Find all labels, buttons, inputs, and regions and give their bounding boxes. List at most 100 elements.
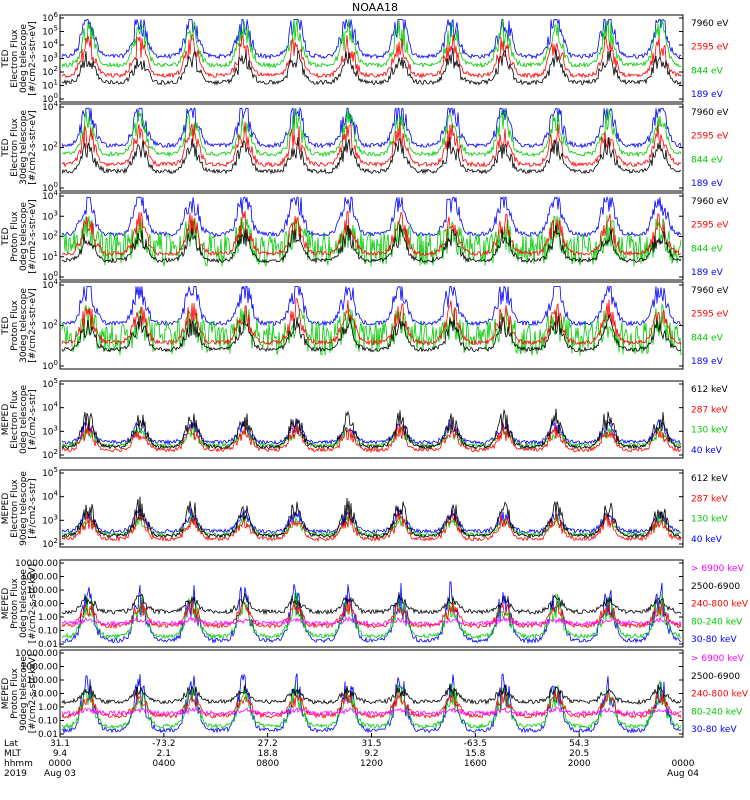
x-row-label: Lat: [4, 739, 19, 749]
x-tick-label: 1200: [360, 759, 383, 769]
x-tick-label: -73.2: [152, 739, 175, 749]
x-tick-label: Aug 03: [44, 769, 76, 779]
x-tick-label: 2.1: [157, 749, 171, 759]
legend-entry: 7960 eV: [691, 108, 729, 118]
legend-entry: > 6900 keV: [691, 564, 745, 574]
y-tick-label: 0.01: [38, 640, 58, 650]
y-tick-label: 1000.00: [21, 663, 58, 673]
panel-frame: [59, 469, 684, 548]
series-line-40-kev: [61, 506, 682, 535]
legend-entry: 189 eV: [691, 90, 724, 100]
x-row-label: hhmm: [4, 759, 33, 769]
legend-entry: 612 keV: [691, 385, 728, 395]
legend-entry: 7960 eV: [691, 286, 729, 296]
series-line-612-kev: [61, 408, 682, 451]
panel-frame: [59, 192, 684, 281]
y-axis-title: MEPEDProton Flux0deg telescope[#/cm2-s-s…: [1, 564, 38, 643]
legend-entry: 240-800 keV: [691, 690, 749, 700]
y-tick-label: 100.00: [27, 586, 59, 596]
x-tick-label: 20.5: [569, 749, 589, 759]
y-tick-label: 1.00: [38, 613, 58, 623]
series-line-2595-ev: [61, 33, 682, 79]
legend-entry: 287 keV: [691, 494, 728, 504]
legend-entry: 2595 eV: [691, 132, 729, 142]
x-tick-label: 1600: [464, 759, 487, 769]
series-line-189-ev: [61, 284, 682, 327]
series-line-7960-ev: [61, 137, 682, 175]
y-axis-title: TEDProton Flux0deg telescope[#/cm2-s-str…: [1, 199, 38, 274]
legend-entry: 40 keV: [691, 446, 723, 456]
series-line-2595-ev: [61, 298, 682, 346]
y-tick-label: 105: [42, 466, 58, 479]
y-tick-label: 102: [42, 65, 58, 78]
panel-frame: [59, 14, 684, 103]
series-line-130-kev: [61, 513, 682, 537]
panel-frame: [59, 281, 684, 370]
legend-entry: 844 eV: [691, 66, 724, 76]
legend-entry: 2595 eV: [691, 43, 729, 53]
series-line-844-ev: [61, 19, 681, 69]
y-axis-title: TEDElectron Flux0deg telescope[#/cm2-s-s…: [1, 21, 38, 96]
x-tick-label: 0400: [152, 759, 175, 769]
panel-frame: [59, 559, 684, 648]
series-line-189-ev: [62, 195, 682, 238]
panel-meped-p-0: 10000.00 1000.00 100.00 10.00 1.00 0.10 0.01ME…: [1, 559, 749, 650]
y-tick-label: 103: [42, 424, 58, 437]
y-tick-label: 0.10: [38, 627, 58, 637]
legend-entry: 30-80 keV: [691, 635, 737, 645]
y-tick-label: 102: [42, 141, 58, 154]
x-tick-label: 27.2: [258, 739, 278, 749]
series-line-80-240-kev: [61, 592, 681, 640]
y-tick-label: 102: [42, 448, 58, 461]
y-tick-label: 102: [42, 319, 58, 332]
y-tick-label: 101: [42, 79, 58, 92]
x-tick-label: 2000: [568, 759, 591, 769]
legend-entry: 80-240 keV: [691, 707, 743, 717]
y-tick-label: 0.01: [38, 730, 58, 740]
y-tick-label: 100.00: [27, 676, 59, 686]
legend-entry: 844 eV: [691, 244, 724, 254]
y-tick-label: 106: [42, 11, 58, 24]
x-tick-label: 31.1: [50, 739, 70, 749]
x-tick-label: 0800: [256, 759, 279, 769]
y-axis-title: MEPEDElectron Flux90deg telescope[#/cm2-…: [1, 471, 38, 546]
y-tick-label: 10000.00: [15, 559, 58, 569]
y-tick-label: 102: [42, 230, 58, 243]
x-row-label: 2019: [4, 769, 27, 779]
legend-entry: 612 keV: [691, 474, 728, 484]
legend-entry: 844 eV: [691, 333, 724, 343]
panel-frame: [59, 103, 684, 192]
y-tick-label: 105: [42, 25, 58, 38]
series-line--6900-kev: [61, 615, 682, 627]
legend-entry: 30-80 keV: [691, 725, 737, 735]
legend-entry: > 6900 keV: [691, 654, 745, 664]
series-line-612-kev: [61, 496, 682, 539]
y-tick-label: 103: [42, 513, 58, 526]
series-line-30-80-kev: [61, 581, 682, 645]
y-tick-label: 105: [42, 377, 58, 390]
plot-title: NOAA18: [352, 1, 398, 14]
x-tick-label: 0000: [49, 759, 72, 769]
legend-entry: 844 eV: [691, 155, 724, 165]
series-line-2500-6900: [61, 592, 682, 616]
series-line-7960-ev: [61, 48, 682, 86]
series-line-240-800-kev: [61, 599, 682, 630]
y-tick-label: 103: [42, 52, 58, 65]
series-line-287-kev: [61, 422, 682, 454]
panel-meped-p-90: 10000.00 1000.00 100.00 10.00 1.00 0.10 0.01ME…: [1, 649, 749, 740]
y-tick-label: 104: [42, 490, 58, 503]
y-tick-label: 10.00: [32, 600, 58, 610]
series-line-7960-ev: [61, 313, 682, 353]
series-line-130-kev: [61, 424, 682, 449]
series-line-2595-ev: [61, 210, 682, 257]
y-tick-label: 10.00: [32, 690, 58, 700]
series-line--6900-kev: [61, 706, 682, 717]
legend-entry: 287 keV: [691, 405, 728, 415]
y-tick-label: 103: [42, 209, 58, 222]
y-axis-title: MEPEDElectron Flux0deg telescope[#/cm2-s…: [1, 385, 38, 455]
y-tick-label: 0.10: [38, 717, 58, 727]
